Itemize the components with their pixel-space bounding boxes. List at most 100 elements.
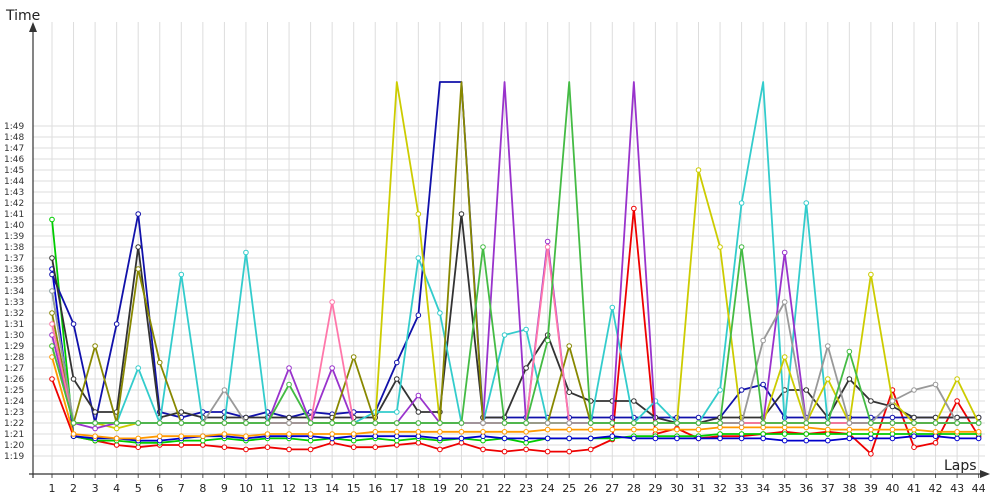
data-point bbox=[544, 337, 551, 344]
data-point bbox=[717, 387, 723, 393]
data-point bbox=[803, 420, 810, 426]
data-point bbox=[889, 403, 896, 410]
y-tick-label: 1:37 bbox=[4, 254, 24, 264]
data-point bbox=[738, 244, 745, 250]
x-axis-title: Laps bbox=[944, 458, 977, 474]
data-point bbox=[717, 435, 723, 442]
y-axis-title: Time bbox=[5, 8, 40, 24]
series-line bbox=[51, 81, 979, 424]
data-point bbox=[674, 420, 680, 426]
y-tick-label: 1:22 bbox=[4, 419, 24, 429]
data-point bbox=[652, 420, 659, 426]
data-point bbox=[911, 433, 917, 440]
data-point bbox=[652, 435, 659, 442]
y-tick-label: 1:40 bbox=[4, 221, 24, 231]
y-tick-label: 1:25 bbox=[4, 386, 24, 396]
x-tick-label: 38 bbox=[842, 482, 856, 495]
data-point bbox=[92, 343, 98, 349]
data-point bbox=[70, 321, 77, 327]
data-point bbox=[803, 437, 810, 444]
data-point bbox=[738, 387, 745, 393]
data-point bbox=[523, 435, 529, 442]
data-point bbox=[49, 288, 55, 294]
x-tick-label: 2 bbox=[70, 482, 77, 495]
data-point bbox=[932, 420, 939, 426]
data-point bbox=[113, 425, 120, 432]
data-point bbox=[415, 429, 422, 435]
data-point bbox=[738, 200, 745, 206]
data-point bbox=[501, 420, 508, 426]
data-point bbox=[523, 420, 529, 426]
data-point bbox=[631, 398, 637, 404]
series-layer bbox=[49, 81, 982, 457]
x-tick-label: 30 bbox=[670, 482, 684, 495]
data-point bbox=[221, 420, 228, 426]
data-point bbox=[307, 446, 314, 453]
data-point bbox=[200, 433, 206, 440]
data-point bbox=[243, 420, 249, 426]
data-point bbox=[394, 420, 400, 426]
data-point bbox=[587, 446, 594, 453]
data-point bbox=[544, 420, 551, 426]
data-point bbox=[415, 409, 422, 415]
data-point bbox=[480, 244, 486, 250]
data-point bbox=[868, 420, 874, 426]
data-point bbox=[394, 429, 400, 435]
data-point bbox=[695, 435, 702, 442]
data-point bbox=[480, 420, 486, 426]
data-point bbox=[975, 420, 982, 426]
data-point bbox=[695, 167, 702, 173]
data-point bbox=[458, 211, 465, 217]
data-point bbox=[415, 211, 422, 217]
data-point bbox=[264, 431, 271, 437]
data-point bbox=[889, 398, 896, 404]
data-point bbox=[781, 437, 788, 444]
data-point bbox=[954, 420, 960, 426]
data-point bbox=[350, 431, 357, 437]
data-point bbox=[113, 435, 120, 442]
data-point bbox=[49, 310, 55, 316]
data-point bbox=[70, 420, 77, 426]
x-tick-label: 18 bbox=[411, 482, 425, 495]
data-point bbox=[350, 420, 357, 426]
data-point bbox=[717, 244, 723, 250]
x-tick-label: 43 bbox=[950, 482, 964, 495]
data-point bbox=[350, 444, 357, 451]
data-point bbox=[329, 420, 335, 426]
x-tick-label: 24 bbox=[541, 482, 555, 495]
data-point bbox=[674, 426, 680, 433]
data-point bbox=[49, 343, 55, 349]
data-point bbox=[372, 444, 379, 451]
y-tick-label: 1:24 bbox=[4, 397, 24, 407]
data-point bbox=[587, 435, 594, 442]
data-point bbox=[803, 431, 810, 437]
x-tick-label: 13 bbox=[304, 482, 318, 495]
y-tick-label: 1:29 bbox=[4, 342, 24, 352]
series-line bbox=[51, 81, 979, 424]
data-point bbox=[329, 431, 335, 437]
x-tick-label: 37 bbox=[821, 482, 835, 495]
series-line bbox=[51, 219, 979, 444]
data-point bbox=[178, 420, 185, 426]
data-point bbox=[243, 433, 249, 440]
data-point bbox=[501, 332, 508, 338]
y-tick-label: 1:26 bbox=[4, 375, 24, 385]
data-point bbox=[781, 354, 788, 360]
data-point bbox=[868, 398, 874, 404]
data-point bbox=[523, 365, 529, 371]
data-point bbox=[738, 435, 745, 442]
data-point bbox=[286, 420, 292, 426]
data-point bbox=[566, 389, 573, 396]
y-tick-label: 1:48 bbox=[4, 133, 24, 143]
data-point bbox=[523, 326, 529, 333]
data-point bbox=[523, 446, 529, 453]
data-point bbox=[868, 435, 874, 442]
data-point bbox=[544, 426, 551, 433]
data-point bbox=[135, 244, 141, 250]
data-point bbox=[609, 433, 616, 440]
data-point bbox=[911, 426, 917, 433]
data-point bbox=[609, 304, 616, 311]
data-point bbox=[135, 365, 141, 371]
data-point bbox=[544, 448, 551, 455]
data-point bbox=[587, 426, 594, 433]
